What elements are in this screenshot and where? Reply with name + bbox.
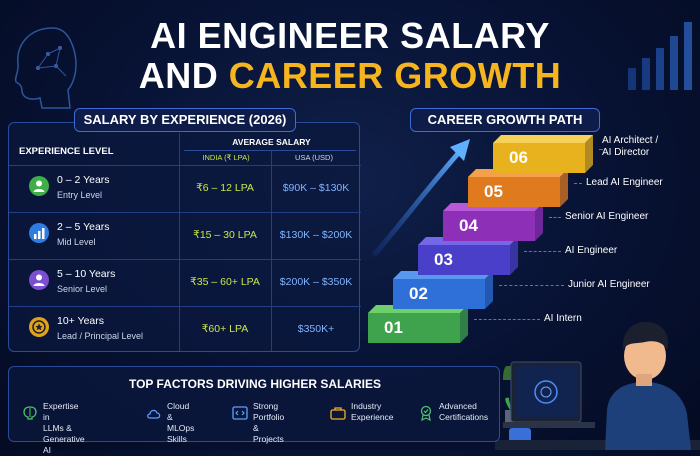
ai-head-illustration — [14, 27, 77, 109]
table-row: 10+ Years Lead / Principal Level ₹60+ LPA $… — [9, 306, 361, 352]
experience-years: 2 – 5 Years — [57, 221, 110, 233]
india-salary: ₹6 – 12 LPA — [196, 182, 254, 194]
salary-section-heading: SALARY BY EXPERIENCE (2026) — [74, 108, 296, 132]
header-average-salary: AVERAGE SALARY — [232, 137, 311, 147]
experience-level: Entry Level — [57, 190, 103, 200]
factor-label: Advanced Certifications — [439, 401, 489, 422]
india-salary: ₹15 – 30 LPA — [193, 229, 257, 241]
usa-salary: $130K – $200K — [279, 229, 353, 241]
factor-label: Industry Experience — [351, 401, 394, 422]
usa-salary: $350K+ — [297, 323, 335, 335]
salary-table: EXPERIENCE LEVEL AVERAGE SALARY INDIA (₹… — [8, 122, 361, 352]
step-connector — [524, 251, 561, 252]
step-block — [468, 169, 568, 207]
step-role-label: AI Architect / AI Director — [602, 135, 659, 158]
step-block — [418, 237, 518, 275]
table-row: 0 – 2 Years Entry Level ₹6 – 12 LPA $90K – … — [9, 165, 361, 211]
career-section-heading: CAREER GROWTH PATH — [410, 108, 600, 132]
header-divider — [184, 150, 356, 151]
step-block — [493, 135, 593, 173]
growth-bars-decoration — [628, 22, 692, 90]
title-line-2-prefix: AND — [138, 55, 229, 96]
code-icon — [231, 404, 249, 422]
india-salary: ₹60+ LPA — [201, 323, 249, 335]
experience-years: 0 – 2 Years — [57, 174, 110, 186]
certificate-icon — [417, 404, 435, 422]
factor-label: Strong Portfolio & Projects — [253, 401, 285, 444]
step-number: 01 — [384, 318, 403, 337]
growth-arrow-icon — [372, 139, 470, 257]
experience-level: Mid Level — [57, 237, 96, 247]
header-usa: USA (USD) — [295, 153, 333, 162]
step-block — [393, 271, 493, 309]
step-number: 04 — [459, 216, 478, 235]
experience-years: 5 – 10 Years — [57, 268, 116, 280]
step-role-label: AI Intern — [544, 313, 582, 324]
brain-icon — [21, 404, 39, 422]
page-title: AI ENGINEER SALARY AND CAREER GROWTH — [0, 16, 700, 96]
briefcase-icon — [329, 404, 347, 422]
usa-salary: $90K – $130K — [282, 182, 350, 194]
step-role-label: AI Engineer — [565, 245, 618, 256]
table-row: 5 – 10 Years Senior Level ₹35 – 60+ LPA $20… — [9, 259, 361, 305]
factor-label: Expertise in LLMs & Generative AI — [43, 401, 85, 455]
header-india: INDIA (₹ LPA) — [202, 153, 250, 162]
experience-years: 10+ Years — [57, 315, 105, 327]
india-salary: ₹35 – 60+ LPA — [190, 276, 260, 288]
title-line-2: AND CAREER GROWTH — [0, 56, 700, 96]
cloud-icon — [145, 404, 163, 422]
header-experience-level: EXPERIENCE LEVEL — [19, 146, 114, 157]
person-icon — [29, 270, 49, 290]
column-divider — [179, 133, 180, 351]
step-block — [443, 203, 543, 241]
step-connector — [499, 285, 564, 286]
step-role-label: Senior AI Engineer — [565, 211, 649, 222]
salary-factors-panel: TOP FACTORS DRIVING HIGHER SALARIES Expe… — [8, 366, 500, 455]
experience-level: Senior Level — [57, 284, 108, 294]
step-number: 03 — [434, 250, 453, 269]
table-row: 2 – 5 Years Mid Level ₹15 – 30 LPA $130K – … — [9, 212, 361, 258]
experience-level: Lead / Principal Level — [57, 331, 144, 341]
title-line-2-accent: CAREER GROWTH — [228, 55, 562, 96]
step-number: 02 — [409, 284, 428, 303]
title-line-1: AI ENGINEER SALARY — [150, 15, 550, 56]
step-role-label: Junior AI Engineer — [568, 279, 650, 290]
step-connector — [574, 183, 582, 184]
step-role-label: Lead AI Engineer — [586, 177, 663, 188]
column-divider — [271, 151, 272, 351]
bar-chart-icon — [29, 223, 49, 243]
star-badge-icon — [29, 317, 49, 337]
usa-salary: $200K – $350K — [279, 276, 353, 288]
step-connector — [599, 149, 603, 150]
step-block — [368, 305, 468, 343]
step-number: 05 — [484, 182, 503, 201]
step-connector — [474, 319, 540, 320]
step-number: 06 — [509, 148, 528, 167]
engineer-at-laptop-illustration — [495, 321, 700, 450]
factor-label: Cloud & MLOps Skills — [167, 401, 195, 444]
step-connector — [549, 217, 561, 218]
factors-heading: TOP FACTORS DRIVING HIGHER SALARIES — [128, 377, 382, 391]
person-icon — [29, 176, 49, 196]
